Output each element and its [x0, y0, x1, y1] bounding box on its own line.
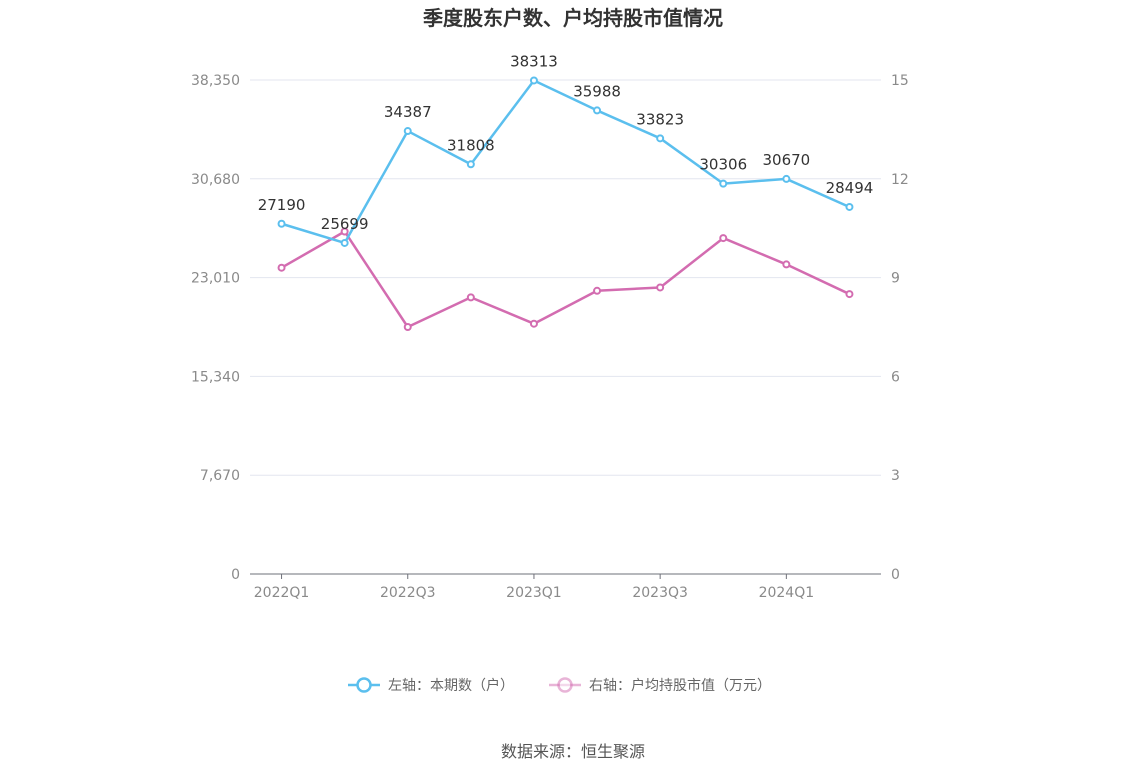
- data-point-right[interactable]: [719, 234, 728, 243]
- data-label: 30306: [699, 156, 747, 174]
- y-right-tick-label: 3: [891, 468, 900, 484]
- data-point-left[interactable]: [403, 127, 412, 136]
- legend-marker-icon: [557, 677, 573, 693]
- data-label: 33823: [636, 110, 684, 128]
- data-labels: 27190 25699 34387 31808 38313 35988 33823 30306…: [258, 52, 874, 232]
- data-point-left[interactable]: [782, 174, 791, 183]
- series-layer: [277, 76, 854, 331]
- legend[interactable]: 左轴：本期数（户） 右轴：户均持股市值（万元）: [348, 677, 771, 694]
- data-point-right[interactable]: [593, 286, 602, 295]
- data-label: 30670: [762, 151, 810, 169]
- legend-marker-icon: [356, 677, 372, 693]
- data-label: 28494: [826, 179, 874, 197]
- series-line-right: [280, 230, 850, 329]
- x-tick-label: 2023Q3: [632, 585, 688, 601]
- x-tick-label: 2024Q1: [759, 585, 815, 601]
- y-left-tick-label: 7,670: [200, 468, 240, 484]
- data-point-right[interactable]: [403, 323, 412, 331]
- data-label: 31808: [447, 136, 495, 154]
- y-left-tick-label: 0: [231, 567, 240, 583]
- x-tick-label: 2023Q1: [506, 585, 562, 601]
- data-point-left[interactable]: [466, 160, 475, 169]
- data-point-right[interactable]: [340, 227, 349, 236]
- legend-item-left[interactable]: 左轴：本期数（户）: [348, 677, 514, 694]
- axes: 0 0 7,670 3 15,340 6 23,010 9 30,680 12 38,350 15 20…: [191, 73, 909, 601]
- data-point-left[interactable]: [340, 238, 349, 247]
- series-line-left: [281, 79, 850, 245]
- data-point-right[interactable]: [656, 283, 665, 292]
- y-right-tick-label: 0: [891, 567, 900, 583]
- legend-item-right[interactable]: 右轴：户均持股市值（万元）: [549, 677, 771, 694]
- data-label: 34387: [384, 103, 432, 121]
- y-left-tick-label: 30,680: [191, 172, 240, 188]
- x-tick-label: 2022Q3: [380, 585, 436, 601]
- data-label: 35988: [573, 82, 621, 100]
- data-point-right[interactable]: [277, 263, 286, 272]
- data-point-left[interactable]: [719, 179, 728, 188]
- data-point-right[interactable]: [466, 293, 475, 302]
- y-left-tick-label: 38,350: [191, 73, 240, 89]
- legend-label: 左轴：本期数（户）: [388, 677, 514, 694]
- data-point-left[interactable]: [656, 134, 665, 143]
- source-note: 数据来源：恒生聚源: [501, 742, 645, 761]
- data-point-left[interactable]: [845, 202, 854, 211]
- grid-lines: [250, 79, 881, 476]
- y-left-tick-label: 23,010: [191, 271, 240, 287]
- data-point-right[interactable]: [845, 290, 854, 299]
- legend-label: 右轴：户均持股市值（万元）: [589, 677, 771, 694]
- data-label: 27190: [258, 196, 306, 214]
- y-right-tick-label: 6: [891, 369, 900, 385]
- chart-title: 季度股东户数、户均持股市值情况: [422, 6, 723, 30]
- data-point-right[interactable]: [782, 260, 791, 269]
- data-label: 25699: [321, 215, 369, 233]
- y-left-tick-label: 15,340: [191, 369, 240, 385]
- data-point-left[interactable]: [277, 219, 286, 228]
- y-right-tick-label: 9: [891, 271, 900, 287]
- data-label: 38313: [510, 52, 558, 70]
- data-point-right[interactable]: [529, 319, 538, 328]
- data-point-left[interactable]: [593, 106, 602, 115]
- y-right-tick-label: 12: [891, 172, 909, 188]
- data-point-left[interactable]: [529, 76, 538, 85]
- x-tick-label: 2022Q1: [254, 585, 310, 601]
- y-right-tick-label: 15: [891, 73, 909, 89]
